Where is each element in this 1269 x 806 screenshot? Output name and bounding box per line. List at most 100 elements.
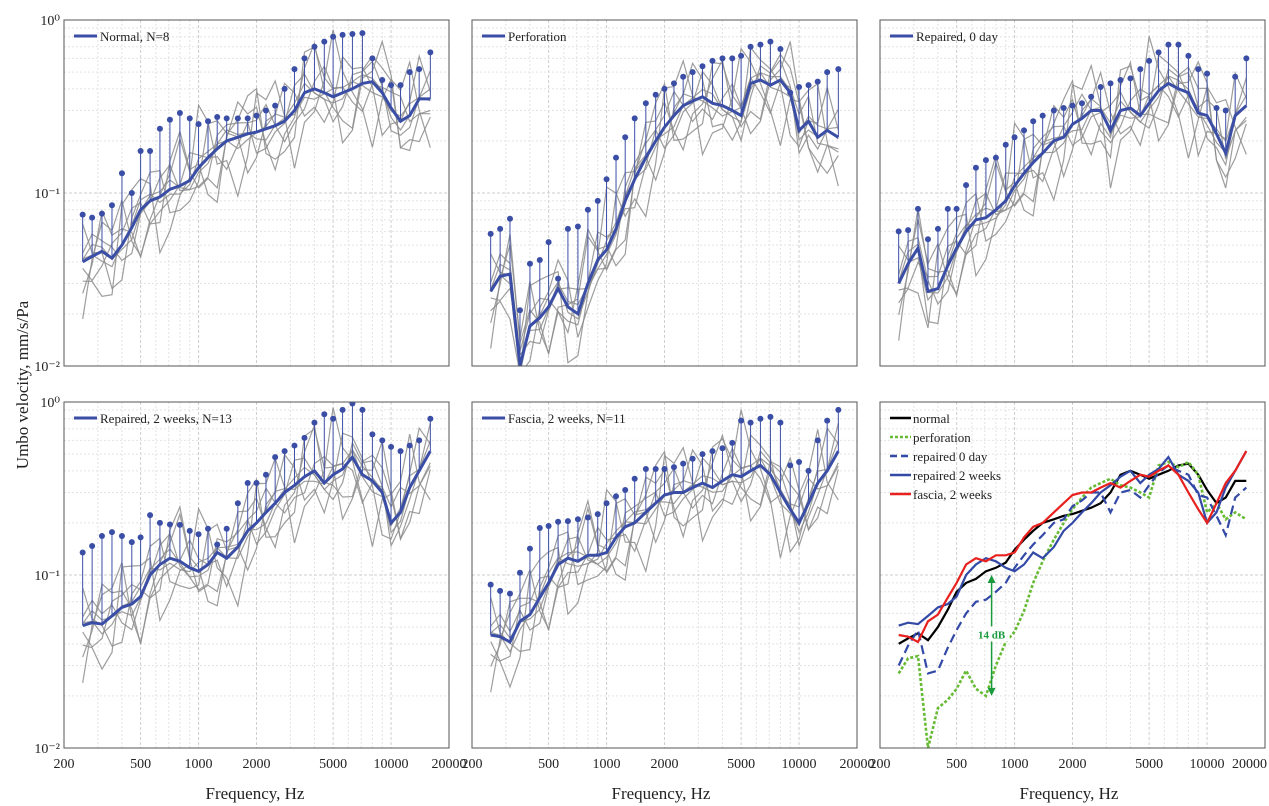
sd-marker xyxy=(729,439,736,446)
sd-marker xyxy=(253,480,260,487)
sd-marker xyxy=(719,445,726,452)
sd-marker xyxy=(1011,134,1018,141)
sd-marker xyxy=(487,581,494,588)
sd-marker xyxy=(1155,49,1162,56)
sd-marker xyxy=(118,533,125,540)
sd-marker xyxy=(953,205,960,212)
sd-marker xyxy=(98,210,105,217)
sd-marker xyxy=(699,63,706,70)
axes-frame xyxy=(879,401,1266,749)
sd-marker xyxy=(416,66,423,73)
sd-marker xyxy=(603,176,610,183)
sd-marker xyxy=(767,38,774,45)
panel-2: Perforation xyxy=(471,19,858,367)
sd-marker xyxy=(574,223,581,230)
mean-line xyxy=(81,80,431,264)
sd-marker xyxy=(397,82,404,89)
panel-1: Normal, N=8 10⁻² 10⁻¹ 10⁰ xyxy=(34,14,450,375)
sd-marker xyxy=(545,239,552,246)
x-tick-label: 10000 xyxy=(374,757,409,772)
sd-marker xyxy=(186,527,193,534)
sd-marker xyxy=(98,533,105,540)
sd-marker xyxy=(1039,112,1046,119)
panel-4: Repaired, 2 weeks, N=13 200 500 1000 2000 500… xyxy=(34,396,466,772)
sd-marker xyxy=(1088,93,1095,100)
sd-marker xyxy=(79,549,86,556)
x-tick-label: 5000 xyxy=(1135,757,1163,772)
sd-marker xyxy=(369,431,376,438)
x-tick-label: 1000 xyxy=(593,757,621,772)
sd-marker xyxy=(339,31,346,38)
sd-marker xyxy=(79,211,86,218)
sd-marker xyxy=(291,442,298,449)
sd-marker xyxy=(757,41,764,48)
sd-marker xyxy=(594,511,601,518)
sd-marker xyxy=(652,91,659,98)
mean-line xyxy=(897,81,1248,294)
annotation-arrowhead-bottom xyxy=(987,687,996,696)
sd-marker xyxy=(1030,118,1037,125)
sd-marker xyxy=(301,434,308,441)
panel-5: Fascia, 2 weeks, N=11 200 500 1000 2000 5000 1… xyxy=(462,401,875,772)
sd-marker xyxy=(223,525,230,532)
legend-label: fascia, 2 weeks xyxy=(913,487,992,502)
sd-marker xyxy=(661,85,668,92)
sd-marker xyxy=(506,590,513,597)
sd-marker xyxy=(195,121,202,128)
sd-marker xyxy=(262,107,269,114)
sd-marker xyxy=(526,545,533,552)
panel-3: Repaired, 0 day xyxy=(879,19,1266,367)
sd-marker xyxy=(670,80,677,87)
sd-marker xyxy=(108,529,115,536)
sd-marker xyxy=(631,475,638,482)
sd-marker xyxy=(777,45,784,52)
sd-marker xyxy=(1107,80,1114,87)
sd-marker xyxy=(787,462,794,469)
legend-label: Perforation xyxy=(508,29,567,44)
sd-marker xyxy=(1127,75,1134,82)
sd-marker xyxy=(777,419,784,426)
sd-marker xyxy=(272,454,279,461)
sd-marker xyxy=(281,448,288,455)
sd-marker xyxy=(166,521,173,528)
sd-marker xyxy=(652,465,659,472)
x-tick-label: 20000 xyxy=(432,757,467,772)
sd-marker xyxy=(369,55,376,62)
mean-line xyxy=(490,450,840,645)
y-axis-label: Umbo velocity, mm/s/Pa xyxy=(13,300,32,469)
sd-marker xyxy=(176,521,183,528)
sd-marker xyxy=(497,587,504,594)
sd-marker xyxy=(214,113,221,120)
sd-marker xyxy=(427,415,434,422)
sd-marker xyxy=(397,448,404,455)
sd-marker xyxy=(516,307,523,314)
sd-marker xyxy=(747,419,754,426)
sd-marker xyxy=(128,190,135,196)
sd-marker xyxy=(108,202,115,209)
sd-marker xyxy=(147,512,154,519)
series-line-3 xyxy=(897,464,1248,675)
sd-marker xyxy=(1021,127,1028,134)
sd-marker xyxy=(339,406,346,413)
sd-marker xyxy=(1137,66,1144,73)
x-axis-label: Frequency, Hz xyxy=(612,784,711,803)
mean-line xyxy=(489,78,840,366)
y-tick-label: 10⁻² xyxy=(34,742,60,757)
series-line-4 xyxy=(898,450,1248,627)
sd-marker xyxy=(205,525,212,532)
sd-marker xyxy=(166,116,173,123)
plot-area xyxy=(895,36,1250,341)
sd-marker xyxy=(603,500,610,507)
sd-marker xyxy=(506,215,513,222)
sd-marker xyxy=(349,402,356,407)
sd-marker xyxy=(680,73,687,80)
sd-marker xyxy=(1222,107,1229,114)
sd-marker xyxy=(497,225,504,232)
sd-marker xyxy=(670,464,677,471)
sd-marker xyxy=(1204,70,1211,77)
sd-marker xyxy=(814,437,821,444)
sd-marker xyxy=(526,260,533,267)
sd-marker xyxy=(992,154,999,161)
sd-marker xyxy=(176,110,183,117)
